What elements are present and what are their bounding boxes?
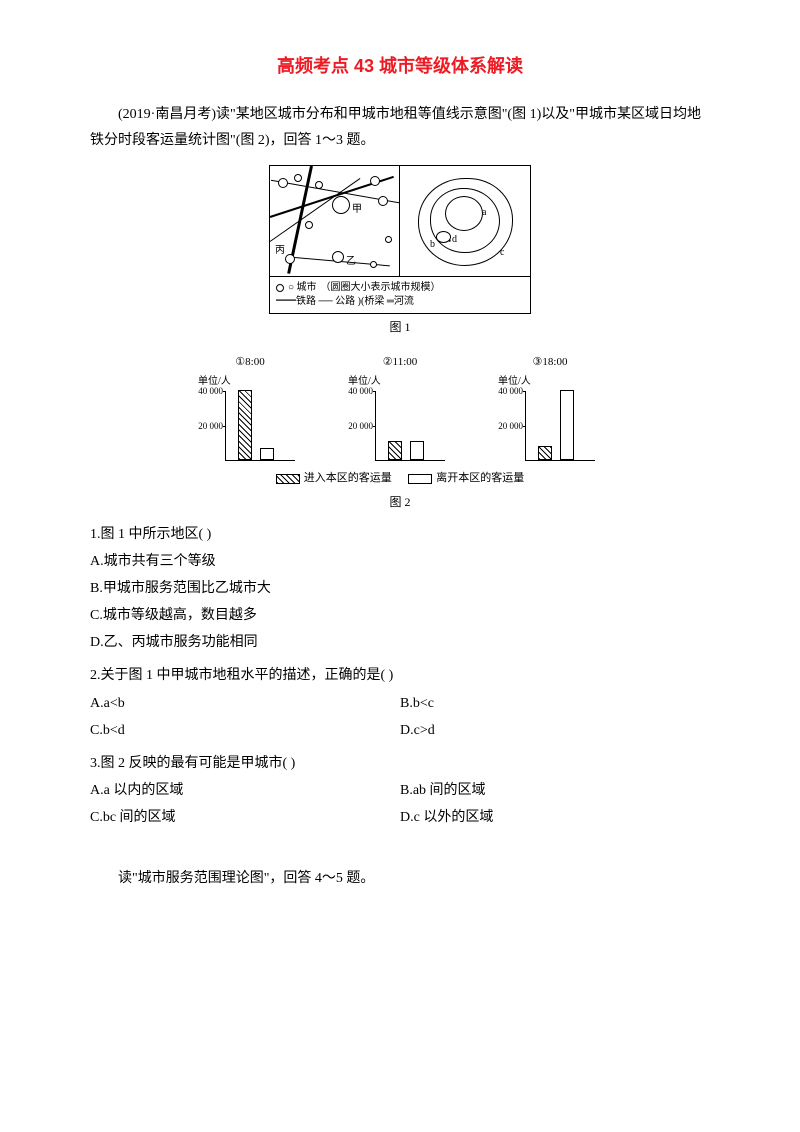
chart-panel-3: ③18:00 单位/人 40 00020 000 [490,353,610,461]
fig2-legend: 进入本区的客运量 离开本区的客运量 [90,469,710,489]
fig1-legend: ○ 城市（圆圈大小表示城市规模） ━━铁路 ── 公路 )(桥梁 ═河流 [270,276,530,313]
q3-option-d: D.c 以外的区域 [400,805,710,830]
fig2-caption: 图 2 [90,492,710,514]
question-1: 1.图 1 中所示地区( ) A.城市共有三个等级 B.甲城市服务范围比乙城市大… [90,522,710,656]
intro-2: 读"城市服务范围理论图"，回答 4～5 题。 [90,866,710,891]
q2-option-a: A.a<b [90,691,400,716]
q1-option-a: A.城市共有三个等级 [90,549,710,574]
q2-stem: 2.关于图 1 中甲城市地租水平的描述，正确的是( ) [90,663,710,688]
circle-icon [276,284,284,292]
q3-option-b: B.ab 间的区域 [400,778,710,803]
q3-stem: 3.图 2 反映的最有可能是甲城市( ) [90,751,710,776]
q3-option-c: C.bc 间的区域 [90,805,400,830]
q1-stem: 1.图 1 中所示地区( ) [90,522,710,547]
fig1-caption: 图 1 [90,317,710,339]
chart-panel-1: ①8:00 单位/人 40 00020 000 [190,353,310,461]
q2-option-b: B.b<c [400,691,710,716]
q1-option-c: C.城市等级越高，数目越多 [90,603,710,628]
question-2: 2.关于图 1 中甲城市地租水平的描述，正确的是( ) A.a<b B.b<c … [90,663,710,743]
figure-2-charts: ①8:00 单位/人 40 00020 000 ②11:00 单位/人 40 0… [90,353,710,461]
page-title: 高频考点 43 城市等级体系解读 [90,50,710,82]
q1-option-d: D.乙、丙城市服务功能相同 [90,630,710,655]
intro-paragraph: (2019·南昌月考)读"某地区城市分布和甲城市地租等值线示意图"(图 1)以及… [90,102,710,152]
fig1-map: 甲 乙 丙 [270,166,400,276]
q2-option-d: D.c>d [400,718,710,743]
q2-option-c: C.b<d [90,718,400,743]
figure-1: 甲 乙 丙 a b c [90,165,710,339]
hatch-swatch-icon [276,474,300,484]
q1-option-b: B.甲城市服务范围比乙城市大 [90,576,710,601]
q3-option-a: A.a 以内的区域 [90,778,400,803]
fig1-contour: a b c • d [400,166,530,276]
question-3: 3.图 2 反映的最有可能是甲城市( ) A.a 以内的区域 B.ab 间的区域… [90,751,710,831]
empty-swatch-icon [408,474,432,484]
chart-panel-2: ②11:00 单位/人 40 00020 000 [340,353,460,461]
